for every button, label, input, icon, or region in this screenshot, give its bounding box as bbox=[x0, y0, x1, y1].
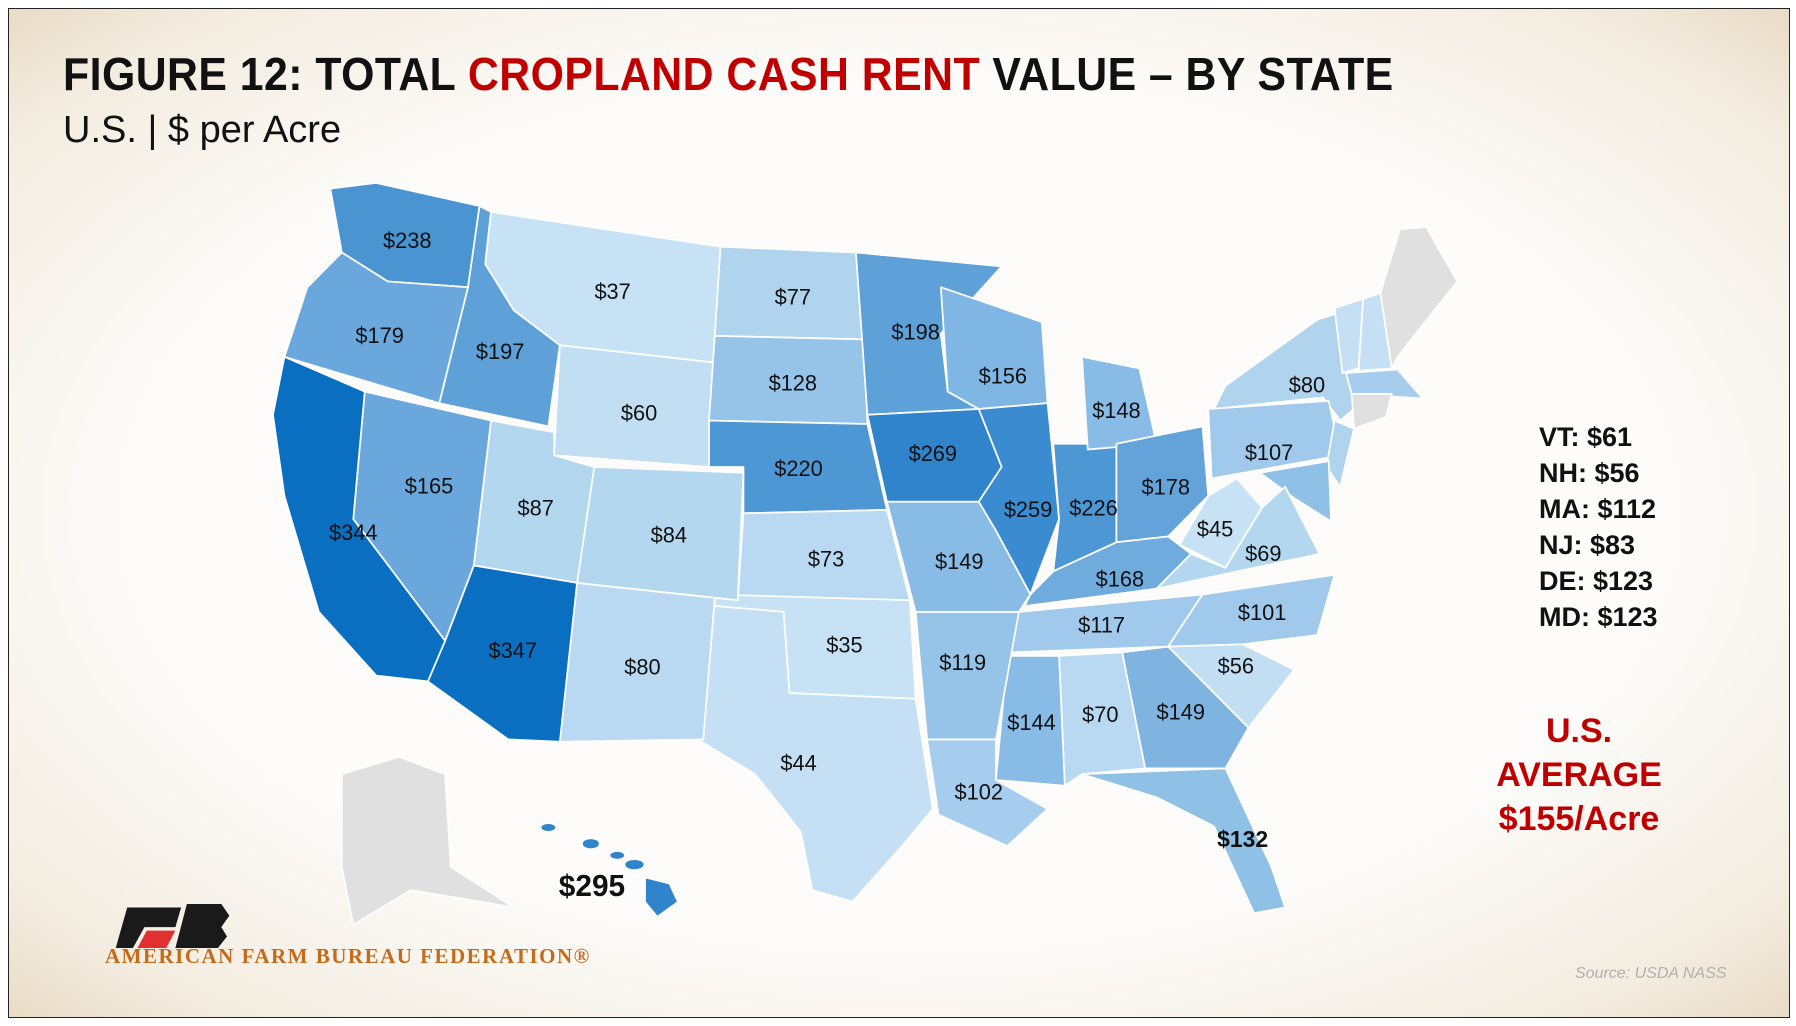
label-IN: $226 bbox=[1069, 496, 1117, 521]
label-AR: $119 bbox=[939, 650, 986, 675]
label-SC: $56 bbox=[1218, 653, 1254, 678]
state-CA bbox=[272, 355, 446, 683]
label-OR: $179 bbox=[355, 323, 403, 348]
small-state-vt: VT: $61 bbox=[1539, 422, 1633, 452]
state-NJ bbox=[1325, 419, 1355, 488]
label-SD: $128 bbox=[769, 370, 817, 395]
label-TN: $117 bbox=[1078, 613, 1125, 638]
state-MO bbox=[886, 500, 1032, 613]
us-choropleth-map: $238 $179 $344 $197 $165 $37 $60 $87 $34… bbox=[115, 182, 1459, 949]
state-NC bbox=[1167, 573, 1336, 648]
small-state-md: MD: $123 bbox=[1539, 602, 1658, 632]
title-highlight: CROPLAND CASH RENT bbox=[467, 48, 981, 100]
state-HI bbox=[541, 824, 677, 916]
label-OK: $35 bbox=[826, 632, 862, 657]
label-OH: $178 bbox=[1142, 475, 1190, 500]
small-state-de: DE: $123 bbox=[1539, 566, 1654, 596]
label-FL: $132 bbox=[1217, 826, 1268, 852]
us-average-callout: U.S. AVERAGE $155/Acre bbox=[1449, 709, 1709, 841]
state-FL bbox=[1081, 767, 1286, 915]
us-average-line3: $155/Acre bbox=[1498, 800, 1660, 838]
us-average-line2: AVERAGE bbox=[1496, 756, 1662, 794]
afbf-logo-icon bbox=[115, 903, 230, 949]
label-MS: $144 bbox=[1007, 710, 1055, 735]
label-MO: $149 bbox=[935, 549, 983, 574]
title-prefix: FIGURE 12: TOTAL bbox=[63, 48, 468, 100]
label-NV: $165 bbox=[405, 473, 453, 498]
state-OH bbox=[1115, 425, 1210, 544]
label-ID: $197 bbox=[476, 339, 524, 364]
label-CO: $84 bbox=[651, 522, 687, 547]
label-AL: $70 bbox=[1082, 702, 1118, 727]
label-WA: $238 bbox=[383, 228, 431, 253]
label-GA: $149 bbox=[1156, 700, 1204, 725]
figure-frame: $238 $179 $344 $197 $165 $37 $60 $87 $34… bbox=[8, 8, 1790, 1018]
label-KS: $73 bbox=[808, 547, 844, 572]
label-TX: $44 bbox=[780, 751, 816, 776]
source-note: Source: USDA NASS bbox=[1575, 965, 1727, 982]
us-average-line1: U.S. bbox=[1545, 712, 1613, 750]
state-WI bbox=[939, 286, 1049, 410]
label-AZ: $347 bbox=[489, 638, 537, 663]
label-IA: $269 bbox=[909, 441, 957, 466]
small-states-list: VT: $61 NH: $56 MA: $112 NJ: $83 DE: $12… bbox=[1539, 419, 1658, 635]
state-VA bbox=[1155, 485, 1321, 590]
logo-text: AMERICAN FARM BUREAU FEDERATION® bbox=[105, 944, 591, 968]
label-NE: $220 bbox=[774, 456, 822, 481]
label-MT: $37 bbox=[594, 279, 630, 304]
label-WI: $156 bbox=[979, 363, 1027, 388]
label-CA: $344 bbox=[329, 520, 377, 545]
state-AK bbox=[340, 755, 515, 926]
label-UT: $87 bbox=[518, 496, 554, 521]
state-ME bbox=[1379, 226, 1459, 370]
label-PA: $107 bbox=[1245, 440, 1293, 465]
label-HI: $295 bbox=[559, 870, 625, 903]
label-ND: $77 bbox=[775, 285, 811, 310]
small-state-ma: MA: $112 bbox=[1539, 494, 1657, 524]
title-suffix: VALUE – BY STATE bbox=[980, 48, 1394, 100]
small-state-nh: NH: $56 bbox=[1539, 458, 1640, 488]
label-MI: $148 bbox=[1092, 398, 1140, 423]
figure-subtitle: U.S. | $ per Acre bbox=[63, 109, 342, 151]
label-IL: $259 bbox=[1004, 497, 1052, 522]
state-CT-RI bbox=[1350, 393, 1393, 430]
label-NY: $80 bbox=[1289, 373, 1325, 398]
label-WY: $60 bbox=[621, 400, 657, 425]
state-MS bbox=[995, 655, 1066, 787]
label-NM: $80 bbox=[624, 654, 660, 679]
label-MN: $198 bbox=[891, 319, 939, 344]
figure-title: FIGURE 12: TOTAL CROPLAND CASH RENT VALU… bbox=[63, 47, 1394, 101]
label-NC: $101 bbox=[1238, 600, 1286, 625]
label-KY: $168 bbox=[1096, 566, 1144, 591]
label-VA: $69 bbox=[1245, 541, 1281, 566]
small-state-nj: NJ: $83 bbox=[1539, 530, 1636, 560]
state-MA bbox=[1345, 368, 1424, 400]
label-WV: $45 bbox=[1197, 516, 1233, 541]
label-LA: $102 bbox=[954, 780, 1002, 805]
